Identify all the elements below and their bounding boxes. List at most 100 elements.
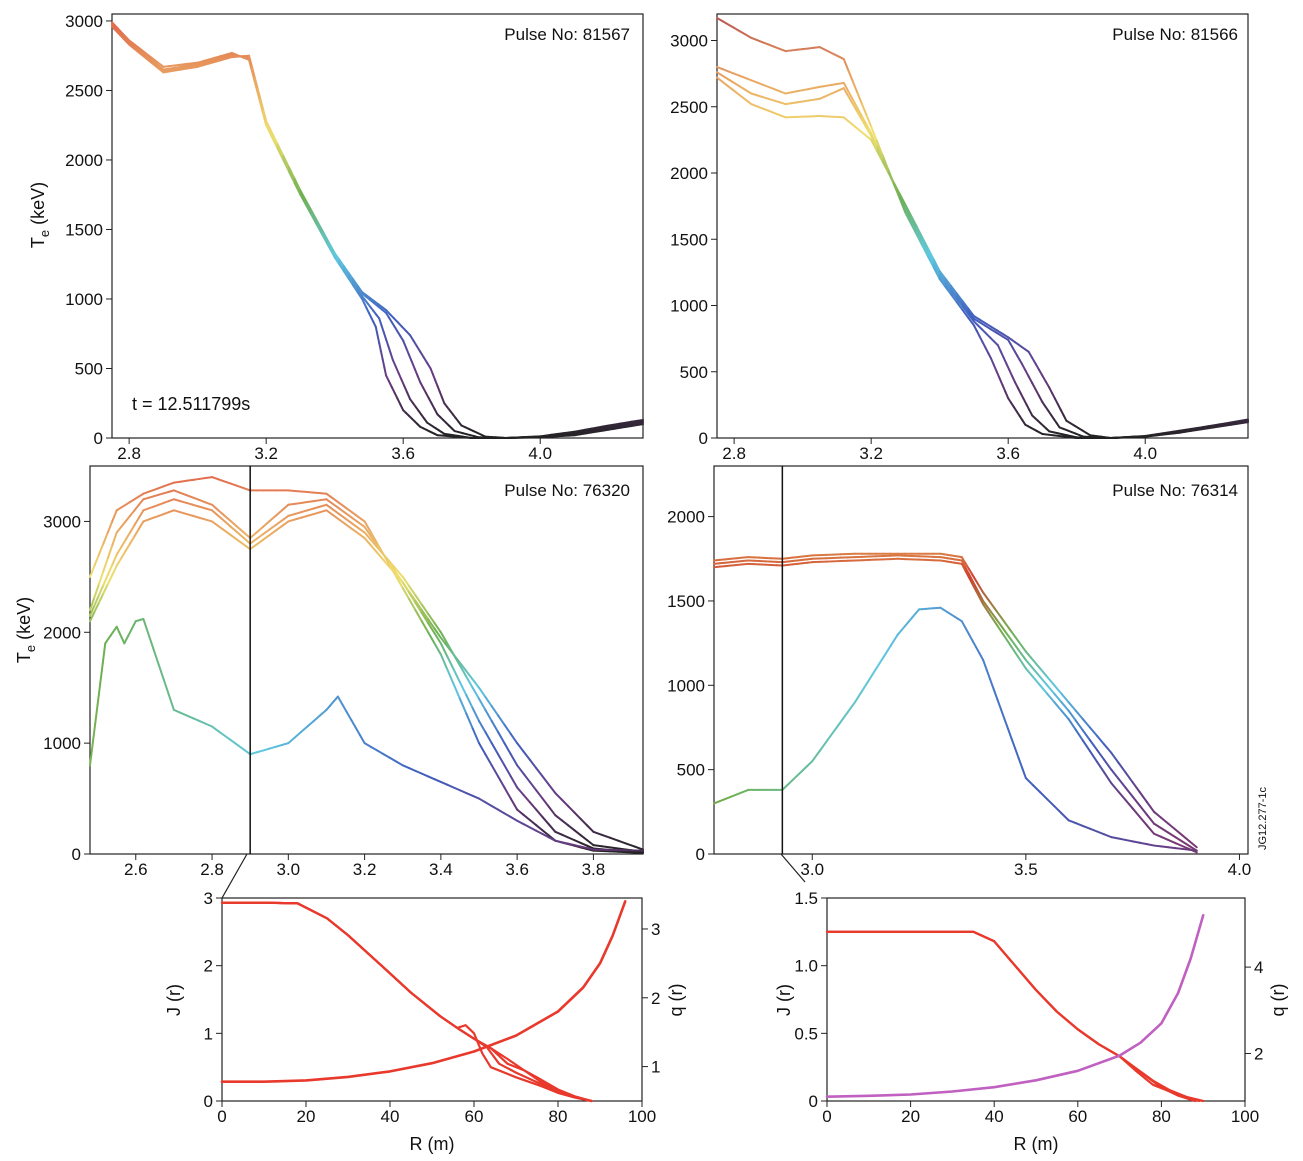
y-axis-label-right: q (r) (1268, 984, 1288, 1017)
series-segment (586, 847, 595, 851)
series-segment (978, 652, 985, 661)
series-segment (458, 697, 468, 715)
series-segment (446, 668, 455, 686)
series-segment (1060, 812, 1070, 822)
series-segment (921, 242, 930, 256)
series-segment (356, 284, 364, 294)
series-segment (172, 509, 182, 514)
series-segment (274, 509, 283, 517)
series-segment (992, 364, 998, 373)
series-segment (139, 51, 148, 59)
series-segment (985, 668, 992, 681)
series-segment (287, 736, 296, 745)
series-segment (1041, 374, 1047, 383)
series-segment (230, 520, 239, 528)
x-tick-label: 40 (985, 1107, 1004, 1126)
series-segment (137, 509, 145, 519)
series-segment (414, 601, 423, 614)
series-segment (516, 786, 525, 796)
panel-pulse-81566: 2.8 3.2 3.6 4.0 0 500 1000 1500 2000 2500 3000 Pu… (670, 13, 1249, 463)
series-segment (528, 758, 538, 770)
series-segment (1088, 750, 1099, 763)
series-segment (761, 107, 770, 112)
series-segment (528, 819, 538, 827)
series-segment (490, 804, 500, 811)
series-segment (255, 525, 264, 534)
series-segment (971, 639, 978, 649)
series-segment (484, 731, 493, 745)
series-segment (198, 498, 207, 504)
x-tick-label: 100 (628, 1107, 656, 1126)
series-segment (566, 804, 576, 814)
series-segment (310, 210, 319, 223)
series-line (713, 606, 1198, 852)
series-segment (1028, 408, 1034, 417)
trace-group (89, 476, 644, 854)
x-tick-label: 20 (297, 1107, 316, 1126)
series-segment (547, 836, 557, 842)
series-segment (781, 784, 789, 791)
series-segment (1003, 629, 1013, 642)
series-segment (861, 678, 871, 692)
series-segment (458, 664, 468, 678)
series-segment (856, 91, 864, 106)
series-segment (211, 509, 220, 517)
series-segment (363, 531, 372, 541)
series-segment (382, 559, 392, 569)
series-segment (433, 642, 442, 656)
series-segment (106, 520, 114, 534)
series-segment (944, 280, 953, 290)
series-segment (319, 492, 328, 495)
series-segment (383, 366, 388, 377)
series-segment (547, 783, 557, 795)
y-tick-label: 0 (699, 429, 708, 448)
series-segment (223, 520, 233, 528)
series-segment (230, 482, 239, 487)
series-segment (191, 477, 201, 481)
series-segment (718, 797, 727, 803)
series-segment (875, 656, 885, 670)
series-segment (875, 139, 884, 157)
series-segment (1167, 838, 1177, 845)
series-segment (414, 594, 423, 606)
series-segment (376, 546, 385, 556)
series-segment (363, 525, 372, 538)
series-segment (433, 778, 442, 783)
series-segment (142, 617, 150, 636)
series-segment (312, 511, 322, 516)
series-segment (414, 599, 423, 612)
series-segment (509, 732, 519, 745)
series-segment (972, 324, 978, 332)
series-segment (351, 278, 359, 287)
panel-jq-right: 0 20 40 60 80 100 00.51.01.5 24 R (m) J (r) q… (774, 853, 1288, 1154)
y-tick-label: 500 (677, 761, 705, 780)
series-segment (139, 48, 148, 55)
series-segment (856, 107, 864, 118)
series-segment (236, 531, 245, 540)
y-tick-label: 0 (204, 1092, 213, 1111)
series-segment (350, 527, 360, 535)
series-segment (230, 739, 239, 746)
series-segment (950, 287, 958, 298)
series-segment (921, 239, 930, 253)
x-tick-label: 0 (822, 1107, 831, 1126)
series-segment (961, 302, 970, 313)
series-segment (1039, 791, 1049, 801)
series-segment (395, 760, 404, 767)
series-segment (999, 708, 1006, 721)
x-tick-label: 0 (217, 1107, 226, 1126)
panel-frame (826, 897, 1246, 1102)
series-segment (573, 844, 582, 848)
series-segment (128, 42, 136, 49)
series-segment (1046, 692, 1056, 704)
series-segment (1004, 390, 1010, 400)
safety-factor-line (220, 900, 627, 1083)
y-axis-label-right: q (r) (666, 984, 686, 1017)
series-segment (503, 786, 512, 800)
series-segment (927, 247, 935, 262)
series-segment (1046, 798, 1056, 808)
series-segment (975, 329, 981, 338)
series-segment (586, 844, 595, 850)
series-segment (1017, 649, 1027, 661)
